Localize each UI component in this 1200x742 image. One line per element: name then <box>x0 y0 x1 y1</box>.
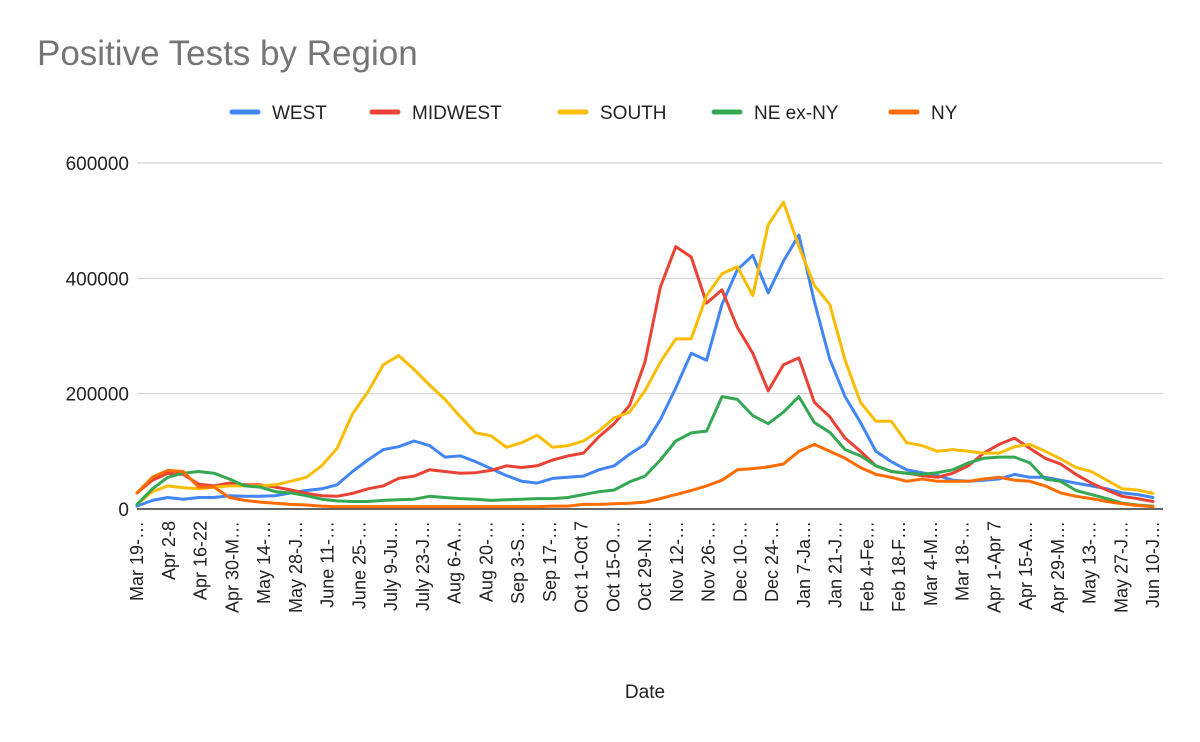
x-tick-label: Apr 2-8 <box>159 521 179 580</box>
y-tick-label: 600000 <box>66 154 129 175</box>
x-tick-label: Jun 10-J… <box>1143 521 1163 608</box>
series-line-ny <box>135 442 1155 509</box>
x-tick-label: Sep 3-S… <box>508 521 528 604</box>
legend-label: SOUTH <box>600 103 667 124</box>
x-tick-label: Aug 20-… <box>476 521 496 602</box>
legend-label: MIDWEST <box>412 103 502 124</box>
x-tick-label: Jan 21-J… <box>826 521 846 608</box>
x-tick-label: Apr 16-22 <box>191 521 211 600</box>
x-tick-label: June 25-… <box>349 521 369 609</box>
x-axis-ticks: Mar 19-… Apr 2-8 Apr 16-22 Apr 30-M… May 14-… <box>127 521 1163 613</box>
x-tick-label: Apr 1-Apr 7 <box>984 521 1004 613</box>
x-tick-label: May 13-… <box>1080 521 1100 604</box>
x-tick-label: Oct 1-Oct 7 <box>572 521 592 613</box>
legend: WEST MIDWEST SOUTH NE ex-NY NY <box>229 103 958 124</box>
x-tick-label: Apr 30-M… <box>222 521 242 613</box>
x-tick-label: Nov 26-… <box>699 521 719 602</box>
x-axis-title: Date <box>625 682 665 703</box>
x-tick-label: Mar 19-… <box>127 521 147 601</box>
y-axis-ticks: 0 200000 400000 600000 <box>66 154 129 521</box>
x-tick-label: Jan 7-Ja… <box>794 521 814 608</box>
x-tick-label: Aug 6-A… <box>445 521 465 604</box>
x-tick-label: June 11-… <box>318 521 338 608</box>
x-tick-label: July 23-J… <box>413 521 433 611</box>
y-tick-label: 0 <box>118 500 129 521</box>
x-tick-label: Sep 17-… <box>540 521 560 602</box>
legend-label: WEST <box>272 103 327 124</box>
series-lines <box>135 200 1155 509</box>
x-tick-label: Mar 4-M… <box>921 521 941 606</box>
x-tick-label: Feb 4-Fe… <box>857 521 877 612</box>
legend-label: NY <box>931 103 958 124</box>
x-tick-label: May 14-… <box>254 521 274 604</box>
grid-lines <box>137 162 1163 510</box>
x-tick-label: Nov 12-… <box>667 521 687 602</box>
x-tick-label: May 27-J… <box>1111 521 1131 613</box>
x-tick-label: Dec 24-… <box>762 521 782 602</box>
x-tick-label: Apr 15-A… <box>1016 521 1036 610</box>
x-tick-label: Feb 18-F… <box>889 521 909 612</box>
x-tick-label: Apr 29-M… <box>1048 521 1068 613</box>
y-tick-label: 200000 <box>66 385 129 406</box>
x-tick-label: July 9-Ju… <box>381 521 401 611</box>
series-line-south <box>135 200 1155 506</box>
series-line-midwest <box>135 245 1155 503</box>
legend-label: NE ex-NY <box>754 103 839 124</box>
series-line-ne-ex-ny <box>135 395 1155 508</box>
x-tick-label: Oct 15-O… <box>603 521 623 612</box>
x-tick-label: Oct 29-N… <box>635 521 655 611</box>
chart-title: Positive Tests by Region <box>37 34 418 73</box>
x-tick-label: Mar 18-… <box>953 521 973 601</box>
x-tick-label: Dec 10-… <box>730 521 750 602</box>
series-line-west <box>135 233 1155 508</box>
x-tick-label: May 28-J… <box>286 521 306 613</box>
y-tick-label: 400000 <box>66 269 129 290</box>
